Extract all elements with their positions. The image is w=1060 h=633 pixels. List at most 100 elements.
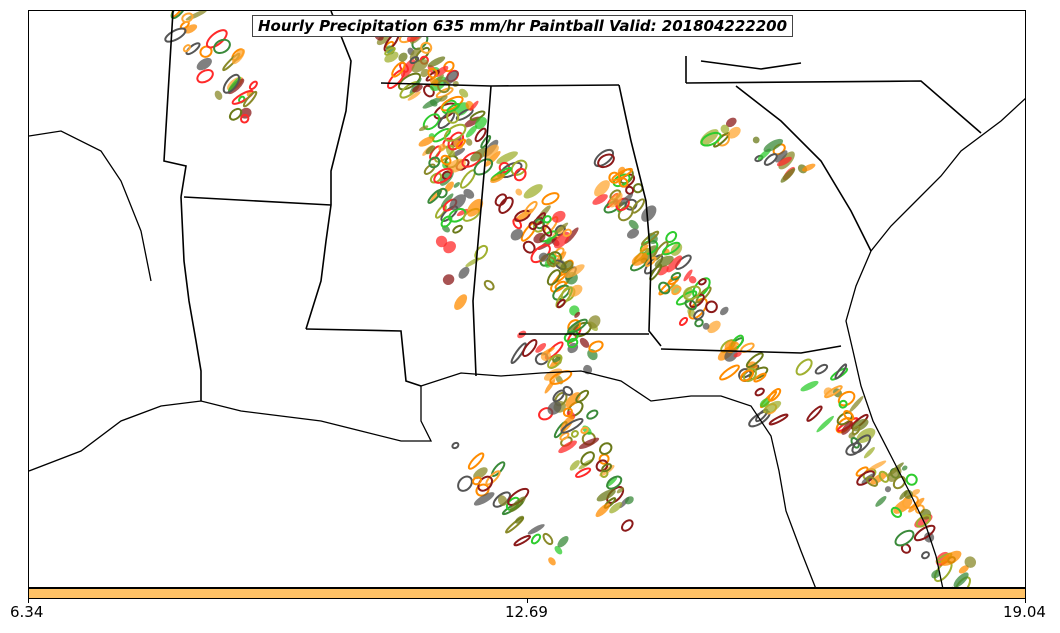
precip-blob (823, 387, 834, 397)
precip-blob (617, 166, 626, 175)
precip-blob (588, 340, 604, 353)
precip-blob (542, 224, 553, 237)
precip-blob (423, 163, 436, 175)
precip-blob (183, 24, 198, 34)
louisiana-mississippi-border (305, 328, 422, 387)
precip-blob (514, 515, 525, 524)
precip-blob (940, 550, 962, 566)
precip-blob (448, 208, 467, 223)
precip-blob (485, 470, 501, 486)
precip-blob (592, 194, 608, 205)
kentucky-virginia-border (700, 60, 802, 70)
precip-blob (418, 125, 429, 132)
precip-blob (695, 286, 712, 304)
precip-blob (429, 99, 438, 107)
precip-blob (513, 167, 527, 182)
precip-blob (435, 87, 454, 99)
precip-blob (473, 492, 495, 506)
precip-blob (658, 281, 671, 295)
atlantic-coast (845, 97, 1025, 587)
precip-blob (609, 502, 623, 514)
precip-blob (567, 337, 579, 349)
precip-blob (567, 318, 588, 334)
precip-blob (181, 12, 194, 23)
precip-blob (578, 437, 600, 449)
precip-blob (222, 73, 241, 94)
precip-blob (535, 343, 547, 353)
precip-blob (554, 545, 563, 555)
precip-blob (513, 534, 531, 547)
precip-blob (631, 198, 645, 214)
precip-blob (884, 486, 892, 493)
precip-blob (552, 356, 562, 363)
precip-blob (753, 372, 767, 383)
precip-blob (878, 470, 890, 483)
precip-blob (924, 532, 935, 543)
precip-blob (469, 100, 479, 111)
precip-blob (384, 46, 396, 56)
precip-blob (624, 496, 634, 505)
precip-blob (597, 153, 615, 169)
precip-blob (838, 399, 848, 409)
map-frame (28, 10, 1026, 588)
precip-blob (863, 447, 875, 459)
precip-blob (552, 210, 566, 223)
precip-blob (688, 276, 697, 284)
precip-blob (533, 232, 546, 244)
precip-blob (447, 131, 465, 151)
precip-blob (958, 565, 969, 574)
precip-blob (491, 461, 506, 477)
precip-blob (569, 460, 580, 471)
precip-blob (931, 569, 941, 579)
precip-blob (164, 27, 187, 43)
precip-blob (739, 369, 755, 382)
precip-blob (523, 184, 543, 199)
precip-blob (442, 274, 455, 285)
precip-blob (440, 95, 464, 112)
precip-blob (693, 309, 705, 321)
precip-blob (608, 171, 621, 184)
precip-blob (509, 496, 526, 513)
arkansas-louisiana-border (183, 196, 332, 206)
precip-blob (725, 117, 737, 128)
precip-blob (580, 451, 595, 466)
precip-blob (554, 222, 569, 234)
gulf-coast-florida (420, 370, 816, 587)
precip-blob (595, 503, 611, 518)
precip-blob (754, 387, 765, 397)
precip-blob (845, 442, 863, 456)
precip-blob (524, 200, 538, 215)
precip-blob (548, 557, 556, 566)
precip-blob (587, 315, 601, 329)
precip-blob (670, 272, 682, 281)
precip-blob (541, 192, 560, 206)
precip-blob (567, 322, 580, 333)
precip-blob (458, 88, 469, 98)
precip-blob (834, 363, 848, 380)
precip-blob (745, 352, 764, 368)
precip-blob (430, 187, 443, 203)
precip-blob (558, 440, 577, 454)
precip-blob (625, 185, 635, 195)
precip-blob (420, 68, 430, 78)
precip-blob (678, 316, 689, 327)
precip-blob (557, 536, 569, 548)
precip-blob (199, 45, 213, 58)
precip-blob (843, 410, 855, 421)
precip-blob (601, 463, 613, 473)
precip-blob (684, 298, 697, 311)
precip-blob (905, 473, 918, 486)
precip-blob (720, 124, 730, 134)
mississippi-alabama-border (472, 85, 492, 377)
precip-blob (671, 285, 682, 296)
precip-blob (851, 434, 872, 454)
precip-blob (554, 280, 567, 290)
precip-blob (547, 401, 562, 415)
precip-blob (560, 418, 584, 434)
precip-blob (433, 167, 453, 184)
alabama-georgia-border (618, 84, 662, 347)
precip-blob (530, 533, 542, 545)
precip-blob (538, 252, 549, 262)
precip-blob (484, 151, 501, 167)
precip-blob (391, 61, 406, 78)
